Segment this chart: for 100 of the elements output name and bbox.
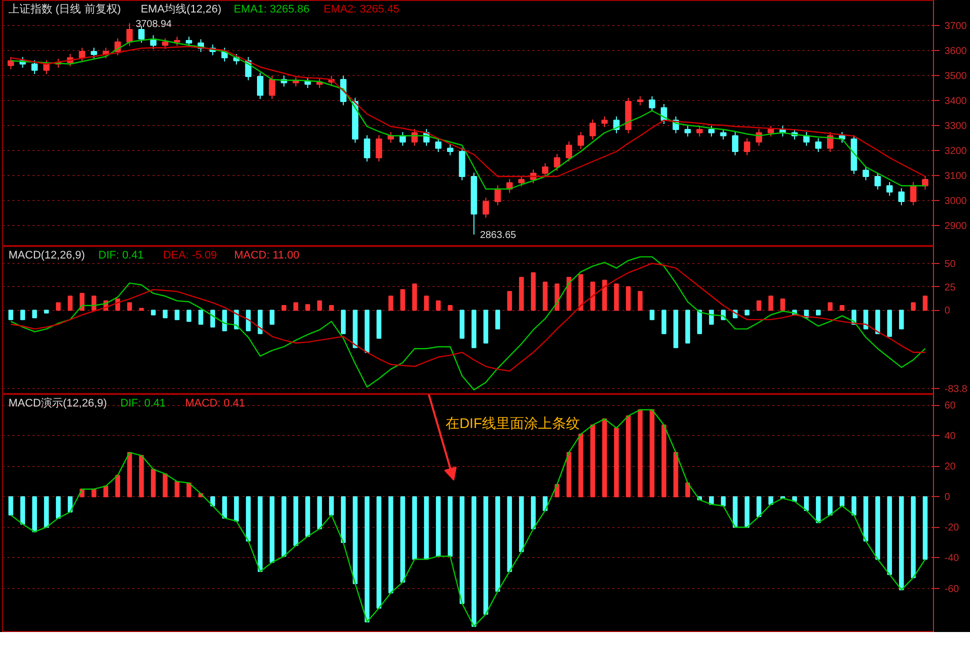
candlestick bbox=[376, 134, 382, 162]
bar bbox=[744, 496, 750, 528]
annotation: 在DIF线里面涂上条纹 bbox=[445, 415, 580, 432]
bar bbox=[174, 310, 180, 320]
bar bbox=[614, 283, 619, 311]
bar bbox=[329, 496, 334, 516]
line-series bbox=[10, 409, 926, 627]
candlestick bbox=[910, 182, 916, 206]
bar bbox=[863, 496, 868, 542]
candlestick bbox=[292, 76, 299, 87]
bar bbox=[602, 280, 607, 311]
candlestick bbox=[590, 119, 596, 140]
bar bbox=[448, 305, 453, 311]
bar bbox=[744, 310, 750, 316]
candlestick bbox=[684, 125, 691, 137]
candlestick bbox=[696, 125, 703, 137]
bar bbox=[768, 296, 774, 311]
y-tick-label: 60 bbox=[944, 400, 956, 412]
bar bbox=[376, 310, 382, 339]
y-tick-label: -83.8 bbox=[944, 384, 968, 396]
bar bbox=[828, 302, 833, 311]
bar bbox=[673, 452, 678, 498]
bar bbox=[8, 496, 14, 516]
y-tick-label: 3300 bbox=[944, 121, 968, 132]
bar bbox=[816, 310, 821, 316]
y-tick-label: 3000 bbox=[944, 196, 968, 207]
candlestick bbox=[768, 125, 774, 137]
candlestick bbox=[257, 72, 264, 100]
bar bbox=[804, 496, 809, 511]
bar bbox=[400, 496, 406, 583]
bar bbox=[483, 496, 488, 615]
bar bbox=[602, 418, 607, 498]
candlestick bbox=[886, 182, 893, 196]
bar bbox=[317, 300, 322, 311]
candlestick bbox=[126, 22, 133, 46]
bar bbox=[852, 496, 856, 516]
bar bbox=[127, 302, 132, 311]
bar bbox=[590, 424, 596, 498]
candlestick bbox=[708, 125, 715, 137]
text: MACD: 0.41 bbox=[185, 398, 246, 410]
text: DEA: -5.09 bbox=[163, 250, 217, 262]
bar bbox=[840, 496, 844, 506]
candlestick bbox=[720, 128, 726, 140]
bar bbox=[460, 310, 464, 339]
bar bbox=[44, 496, 49, 528]
candlestick bbox=[566, 141, 572, 162]
bar bbox=[20, 496, 26, 525]
bar bbox=[364, 496, 370, 622]
bar bbox=[258, 496, 263, 572]
y-tick-label: 3200 bbox=[944, 146, 968, 157]
bar bbox=[424, 296, 429, 311]
bar bbox=[340, 310, 346, 334]
bar bbox=[150, 310, 156, 316]
bar bbox=[530, 272, 536, 311]
bar bbox=[554, 283, 560, 311]
bar bbox=[329, 305, 334, 311]
y-tick-label: 2900 bbox=[944, 221, 968, 232]
bar bbox=[340, 496, 346, 543]
bar bbox=[436, 300, 441, 311]
y-tick-label: 20 bbox=[944, 462, 956, 473]
y-tick-label: 0 bbox=[944, 492, 950, 504]
candlestick bbox=[827, 132, 834, 152]
bar bbox=[222, 310, 227, 332]
bar bbox=[578, 434, 584, 498]
bar bbox=[697, 310, 702, 334]
y-tick-label: 3100 bbox=[944, 171, 968, 182]
bar bbox=[388, 296, 394, 311]
candlestick bbox=[601, 116, 608, 128]
bar bbox=[186, 482, 192, 498]
bar bbox=[578, 274, 584, 311]
bar bbox=[650, 310, 654, 320]
bar bbox=[270, 496, 274, 563]
bar bbox=[840, 305, 844, 311]
bar bbox=[293, 302, 298, 311]
bar bbox=[424, 496, 429, 560]
bar bbox=[910, 302, 916, 311]
bar bbox=[317, 496, 322, 530]
candlestick bbox=[268, 75, 276, 100]
bar bbox=[650, 409, 654, 498]
bar bbox=[626, 415, 631, 498]
candlestick bbox=[435, 138, 442, 152]
bar bbox=[162, 310, 168, 318]
bar bbox=[68, 296, 73, 311]
y-tick-label: 3700 bbox=[944, 21, 968, 32]
candlestick bbox=[922, 175, 928, 190]
bar bbox=[234, 496, 239, 522]
candlestick bbox=[162, 38, 168, 50]
line-series bbox=[10, 262, 926, 372]
bar bbox=[56, 496, 61, 519]
bar bbox=[186, 310, 192, 322]
bar bbox=[412, 496, 417, 560]
bar bbox=[222, 496, 227, 519]
bar bbox=[566, 276, 572, 311]
bar bbox=[412, 283, 417, 311]
bar bbox=[92, 488, 96, 498]
candlestick bbox=[744, 138, 750, 156]
bar bbox=[638, 290, 643, 311]
y-tick-label: -20 bbox=[944, 522, 960, 534]
text: EMA2: 3265.45 bbox=[324, 4, 400, 16]
bar bbox=[495, 310, 500, 330]
